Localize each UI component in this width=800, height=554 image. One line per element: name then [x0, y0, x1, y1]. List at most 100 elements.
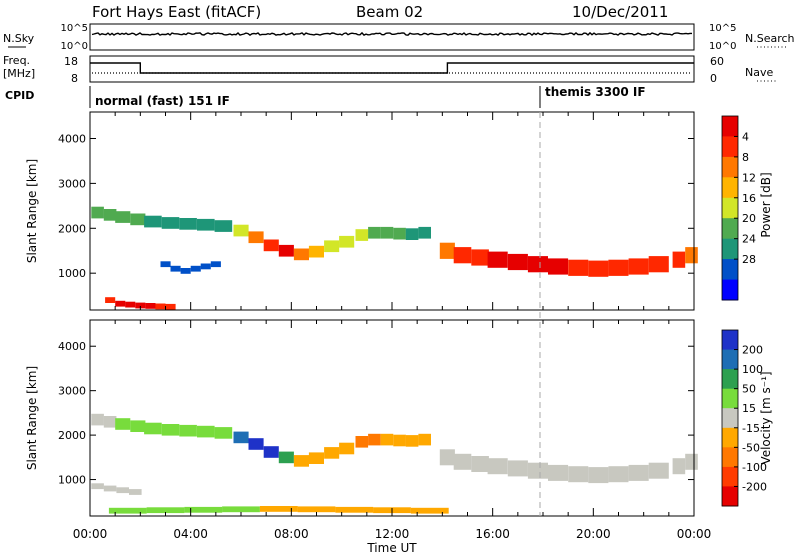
data-cell — [355, 436, 369, 448]
data-cell — [144, 215, 162, 228]
data-cell — [233, 224, 249, 237]
date-label: 10/Dec/2011 — [572, 3, 668, 21]
colorbar-swatch — [722, 136, 738, 158]
colorbar-swatch — [722, 466, 738, 487]
data-cell — [507, 253, 528, 271]
nsearch-tick-high: 10^5 — [709, 23, 736, 34]
data-cell — [672, 251, 686, 268]
colorbar-swatch — [722, 486, 738, 507]
data-cell — [197, 218, 215, 231]
power-colorbar-label: Power [dB] — [759, 172, 773, 237]
data-cell — [179, 218, 197, 230]
data-cell — [155, 303, 166, 310]
data-cell — [393, 434, 406, 447]
data-cell — [685, 247, 698, 264]
freq-frame — [89, 55, 695, 83]
colorbar-swatch — [722, 369, 738, 390]
data-cell — [103, 416, 117, 428]
colorbar-tick-label: 24 — [742, 233, 756, 246]
data-cell — [293, 455, 309, 467]
nave-tick-high: 60 — [710, 55, 724, 68]
data-cell — [471, 249, 489, 266]
x-tick-label: 16:00 — [475, 527, 510, 541]
data-cell — [184, 506, 223, 513]
data-cell — [368, 226, 381, 239]
data-cell — [548, 258, 569, 275]
colorbar-swatch — [722, 197, 738, 219]
y-tick-label: 1000 — [58, 267, 86, 280]
colorbar-tick-label: 12 — [742, 171, 756, 184]
freq-label: Freq. — [3, 54, 30, 67]
data-cell — [648, 462, 669, 479]
data-cell — [568, 466, 589, 483]
nsky-tick-low: 10^0 — [61, 41, 88, 52]
data-cell — [278, 244, 294, 257]
nsky-frame — [89, 23, 695, 51]
power-panel: 1000 2000 3000 4000 Slant Range [km] 4 8 12 16… — [25, 111, 773, 311]
cpid-mode-normal: normal (fast) 151 IF — [95, 94, 230, 108]
x-tick-label: 08:00 — [274, 527, 309, 541]
y-tick-label: 1000 — [58, 474, 86, 487]
x-axis-label: Time UT — [366, 541, 417, 554]
data-cell — [308, 245, 324, 258]
colorbar-swatch — [722, 330, 738, 351]
data-cell — [588, 467, 609, 484]
colorbar-tick-label: 15 — [742, 402, 756, 415]
data-cell — [125, 301, 136, 308]
data-cell — [259, 506, 298, 512]
data-cell — [297, 506, 336, 513]
data-cell — [161, 217, 180, 229]
y-tick-label: 3000 — [58, 177, 86, 190]
nave-label: Nave — [745, 66, 773, 79]
data-cell — [105, 297, 116, 303]
colorbar-swatch — [722, 279, 738, 301]
y-tick-label: 2000 — [58, 429, 86, 442]
x-tick-label: 00:00 — [677, 527, 712, 541]
colorbar-swatch — [722, 408, 738, 429]
data-cell — [487, 251, 508, 268]
data-cell — [368, 433, 381, 446]
colorbar-frame — [721, 115, 739, 301]
data-cell — [116, 487, 129, 494]
nsky-trace — [91, 31, 692, 37]
data-cell — [214, 220, 233, 232]
colorbar-tick-label: 100 — [742, 363, 763, 376]
velocity-axes: 1000 2000 3000 4000 — [58, 320, 695, 516]
data-cell — [180, 268, 191, 274]
data-cell — [190, 265, 201, 272]
data-cell — [115, 211, 131, 223]
data-cell — [324, 447, 340, 459]
data-cell — [144, 422, 162, 435]
colorbar-swatch — [722, 259, 738, 280]
data-cell — [453, 453, 472, 470]
x-tick-label: 12:00 — [375, 527, 410, 541]
data-cell — [91, 206, 104, 219]
colorbar-swatch — [722, 156, 738, 178]
data-cell — [380, 433, 394, 446]
data-cell — [146, 507, 185, 514]
data-cell — [471, 456, 489, 472]
data-cell — [197, 425, 215, 438]
data-cell — [293, 248, 309, 261]
data-cell — [672, 458, 686, 475]
velocity-plot-area — [90, 320, 694, 516]
data-cell — [170, 265, 181, 272]
data-cell — [527, 462, 548, 479]
data-cell — [103, 485, 117, 492]
nsky-panel: N.Sky 10^5 10^0 10^5 10^0 N.Search — [3, 23, 795, 52]
cpid-label: CPID — [5, 89, 34, 102]
data-cell — [108, 507, 147, 514]
data-cell — [335, 506, 374, 513]
data-cell — [263, 239, 279, 252]
data-cell — [487, 458, 508, 475]
data-cell — [91, 413, 104, 426]
data-cell — [91, 483, 104, 490]
power-plot-area — [90, 112, 694, 310]
data-cell — [222, 506, 260, 513]
colorbar-tick-label: -50 — [742, 441, 760, 454]
freq-panel: Freq. [MHz] 18 8 60 0 Nave — [3, 54, 778, 85]
data-cell — [418, 433, 431, 446]
data-cell — [410, 507, 449, 514]
data-cell — [324, 240, 340, 253]
data-cell — [308, 452, 324, 464]
